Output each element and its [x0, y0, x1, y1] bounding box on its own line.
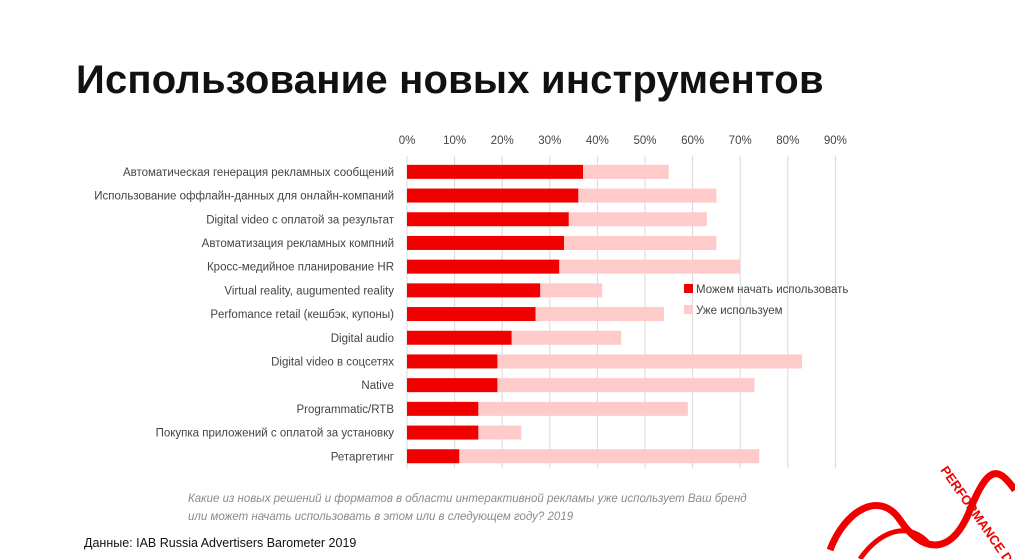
survey-question-note: Какие из новых решений и форматов в обла…: [188, 493, 747, 523]
legend-swatch: [684, 305, 693, 314]
category-label: Кросс-медийное планирование HR: [207, 262, 394, 274]
bar-can-start: [407, 259, 560, 274]
page-title: Использование новых инструментов: [76, 58, 824, 102]
bar-already-use: [511, 330, 622, 345]
bar-can-start: [407, 212, 569, 227]
bar-already-use: [578, 188, 717, 203]
bar-already-use: [497, 354, 803, 369]
legend-label: Можем начать использовать: [696, 284, 848, 296]
bar-already-use: [564, 235, 717, 250]
category-label: Digital video с оплатой за результат: [206, 214, 395, 226]
bar-already-use: [478, 401, 688, 416]
x-tick-label: 0%: [399, 135, 416, 147]
category-label: Perfomance retail (кешбэк, купоны): [210, 309, 394, 321]
x-tick-label: 20%: [491, 135, 514, 147]
bar-can-start: [407, 378, 498, 393]
x-tick-label: 10%: [443, 135, 466, 147]
category-label: Автоматическая генерация рекламных сообщ…: [123, 167, 394, 179]
bar-already-use: [583, 164, 669, 179]
bar-can-start: [407, 307, 536, 322]
bar-can-start: [407, 235, 565, 250]
bar-can-start: [407, 188, 579, 203]
category-label: Digital audio: [331, 333, 394, 345]
bar-can-start: [407, 449, 460, 464]
bar-already-use: [540, 283, 603, 298]
category-label: Programmatic/RTB: [296, 404, 394, 416]
performance-day-logo: PERFORMANCE DAY: [826, 463, 1015, 559]
x-tick-label: 60%: [681, 135, 704, 147]
x-tick-label: 80%: [776, 135, 799, 147]
x-tick-label: 50%: [633, 135, 656, 147]
category-label: Digital video в соцсетях: [271, 356, 394, 368]
data-source: Данные: IAB Russia Advertisers Barometer…: [84, 536, 357, 550]
bar-can-start: [407, 330, 512, 345]
bar-can-start: [407, 401, 479, 416]
bar-can-start: [407, 425, 479, 440]
bar-can-start: [407, 283, 541, 298]
x-tick-label: 30%: [538, 135, 561, 147]
bar-already-use: [497, 378, 755, 393]
bar-already-use: [459, 449, 760, 464]
stacked-bar-chart: 0% 10% 20% 30% 40% 50% 60% 70% 80% 90% Автоматиче…: [94, 135, 848, 469]
legend-swatch: [684, 284, 693, 293]
category-label: Покупка приложений с оплатой за установк…: [156, 428, 395, 440]
bar-already-use: [568, 212, 707, 227]
bar-can-start: [407, 354, 498, 369]
category-label: Native: [361, 380, 394, 392]
category-label: Автоматизация рекламных компний: [202, 238, 394, 250]
bar-can-start: [407, 164, 584, 179]
category-label: Ретаргетинг: [331, 451, 394, 463]
bar-already-use: [478, 425, 522, 440]
bar-already-use: [535, 307, 665, 322]
x-tick-label: 40%: [586, 135, 609, 147]
category-label: Virtual reality, augumented reality: [224, 285, 394, 297]
x-tick-label: 70%: [729, 135, 752, 147]
x-tick-label: 90%: [824, 135, 847, 147]
category-label: Использование оффлайн-данных для онлайн-…: [94, 191, 394, 203]
bar-already-use: [559, 259, 741, 274]
legend-label: Уже используем: [696, 305, 783, 317]
